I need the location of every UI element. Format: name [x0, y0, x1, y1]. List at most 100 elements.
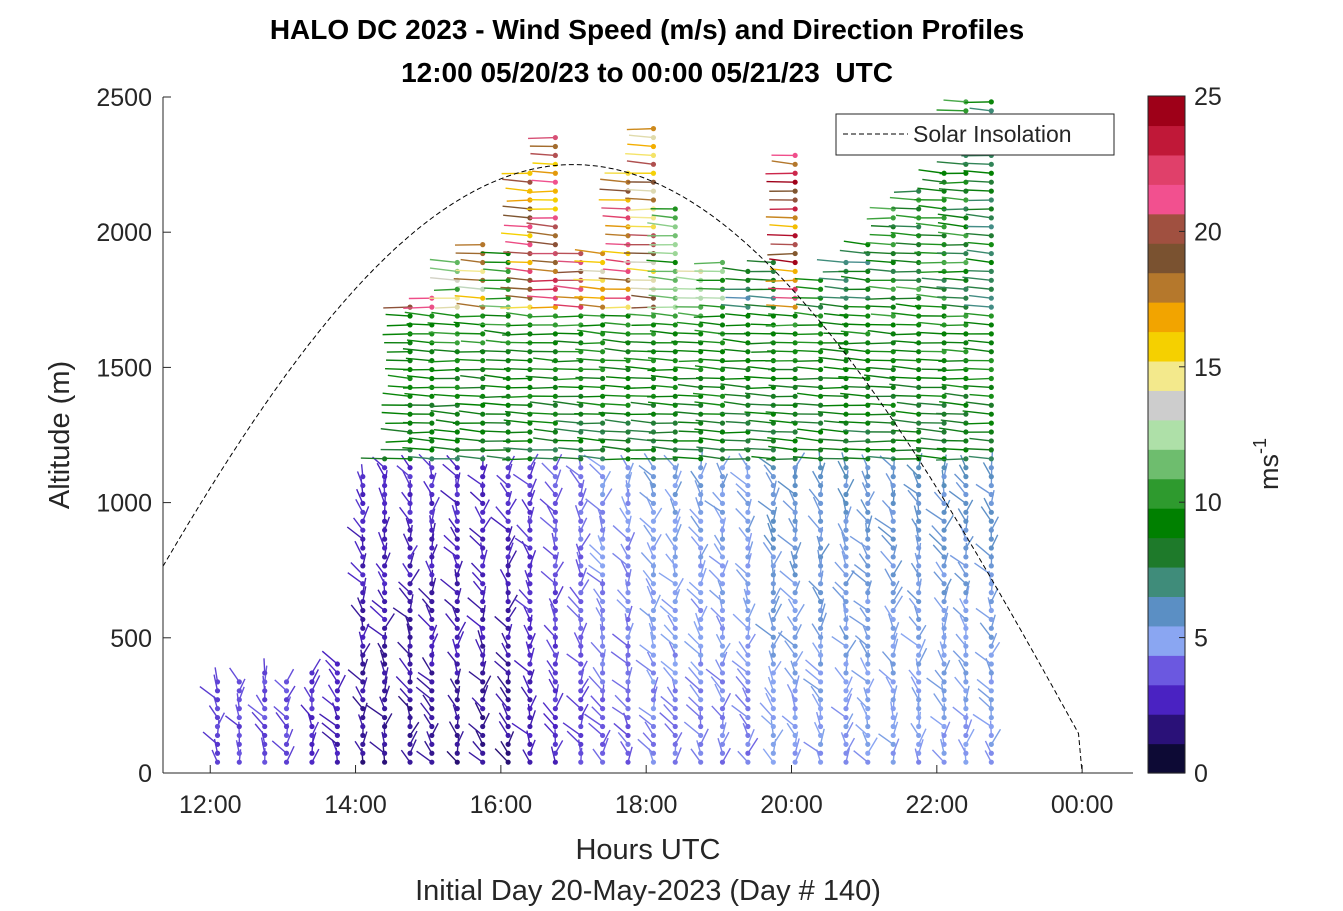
wind-barb-dot	[792, 518, 798, 524]
wind-barb-dot	[672, 304, 678, 310]
wind-barb-shaft	[698, 349, 723, 353]
wind-barb-dot	[578, 429, 584, 435]
wind-barb-dot	[672, 750, 678, 756]
wind-barb-shaft	[402, 446, 432, 451]
wind-barb-dot	[890, 393, 896, 399]
wind-barb-dot	[382, 536, 388, 542]
wind-barb-shaft	[769, 258, 796, 264]
wind-barb-dot	[916, 268, 922, 275]
wind-barb-shaft	[735, 650, 749, 665]
wind-barb-dot	[454, 661, 460, 667]
wind-barb-dot	[792, 491, 798, 498]
wind-barb-shaft	[941, 383, 966, 389]
wind-barb-shaft	[841, 385, 868, 389]
wind-barb-dot	[916, 491, 922, 498]
wind-barb-dot	[578, 375, 584, 382]
colorbar-band	[1148, 743, 1185, 774]
wind-barb-dot	[792, 224, 798, 230]
wind-barb-dot	[382, 456, 388, 462]
wind-barb-dot	[480, 706, 486, 712]
wind-barb-shaft	[820, 348, 847, 353]
wind-barb-shaft	[784, 640, 796, 656]
wind-barb-dot	[745, 634, 751, 640]
wind-barb-shaft	[579, 314, 603, 317]
wind-barb-dot	[770, 474, 776, 480]
wind-barb-dot	[527, 616, 533, 623]
wind-barb-dot	[719, 277, 726, 283]
wind-barb-shaft	[354, 540, 364, 558]
wind-barb-dot	[963, 438, 969, 444]
wind-barb-dot	[527, 590, 533, 596]
colorbar-band	[1148, 272, 1185, 303]
wind-barb-dot	[429, 536, 435, 542]
wind-barb-shaft	[371, 599, 386, 612]
wind-barb-dot	[599, 643, 606, 649]
wind-barb-dot	[941, 670, 947, 676]
wind-barb-shaft	[502, 333, 530, 336]
wind-barb-shaft	[963, 170, 992, 174]
wind-barb-dot	[429, 465, 435, 471]
x-tick-label: 16:00	[470, 791, 533, 819]
wind-barb-shaft	[612, 552, 629, 567]
wind-barb-dot	[745, 393, 751, 399]
wind-barb-dot	[890, 259, 896, 266]
wind-barb-shaft	[629, 216, 654, 219]
wind-barb-dot	[578, 581, 584, 587]
wind-barb-dot	[719, 732, 726, 739]
wind-barb-shaft	[399, 506, 411, 522]
wind-barb-shaft	[202, 731, 218, 745]
wind-barb-dot	[963, 170, 969, 176]
wind-barb-shaft	[673, 349, 701, 353]
wind-barb-dot	[360, 643, 366, 649]
wind-barb-shaft	[659, 712, 676, 728]
wind-barb-dot	[672, 233, 678, 239]
wind-barb-dot	[941, 590, 947, 596]
wind-barb-shaft	[580, 533, 591, 549]
wind-barb-shaft	[579, 428, 603, 433]
wind-barb-shaft	[402, 348, 432, 353]
wind-barb-dot	[480, 313, 486, 319]
wind-barb-dot	[599, 759, 606, 765]
wind-barb-dot	[527, 402, 533, 408]
wind-barb-dot	[625, 750, 631, 756]
wind-barb-dot	[552, 554, 558, 560]
wind-barb-dot	[454, 643, 460, 649]
wind-barb-dot	[480, 554, 486, 560]
wind-barb-dot	[309, 714, 315, 721]
wind-barb-dot	[988, 643, 994, 649]
wind-barb-shaft	[907, 489, 920, 504]
wind-barb-shaft	[918, 321, 945, 326]
wind-barb-dot	[963, 420, 969, 426]
wind-barb-dot	[527, 313, 533, 319]
wind-barb-dot	[454, 322, 460, 328]
wind-barb-dot	[382, 643, 388, 649]
wind-barb-shaft	[689, 508, 702, 522]
wind-barb-shaft	[382, 392, 411, 398]
wind-barb-shaft	[566, 695, 582, 710]
wind-barb-dot	[698, 616, 704, 623]
wind-barb-dot	[454, 295, 460, 301]
wind-barb-dot	[890, 224, 896, 230]
wind-barb-dot	[988, 661, 994, 667]
wind-barb-shaft	[820, 386, 847, 390]
wind-barb-dot	[988, 670, 994, 676]
wind-barb-dot	[407, 438, 413, 444]
wind-barb-dot	[817, 358, 824, 364]
wind-barb-shaft	[433, 428, 458, 433]
wind-barb-shaft	[580, 449, 603, 452]
wind-barb-shaft	[867, 268, 894, 273]
wind-barb-dot	[672, 224, 678, 230]
wind-barb-dot	[916, 661, 922, 667]
wind-barb-shaft	[555, 368, 581, 371]
wind-barb-dot	[719, 741, 726, 747]
wind-barb-shaft	[823, 332, 847, 335]
wind-barb-dot	[941, 491, 947, 498]
wind-barb-shaft	[965, 719, 973, 736]
wind-barb-shaft	[392, 607, 411, 620]
wind-barb-shaft	[415, 686, 433, 701]
wind-barb-shaft	[498, 712, 509, 727]
wind-barb-shaft	[274, 679, 287, 692]
wind-barb-dot	[480, 616, 486, 623]
wind-barb-shaft	[767, 437, 796, 442]
